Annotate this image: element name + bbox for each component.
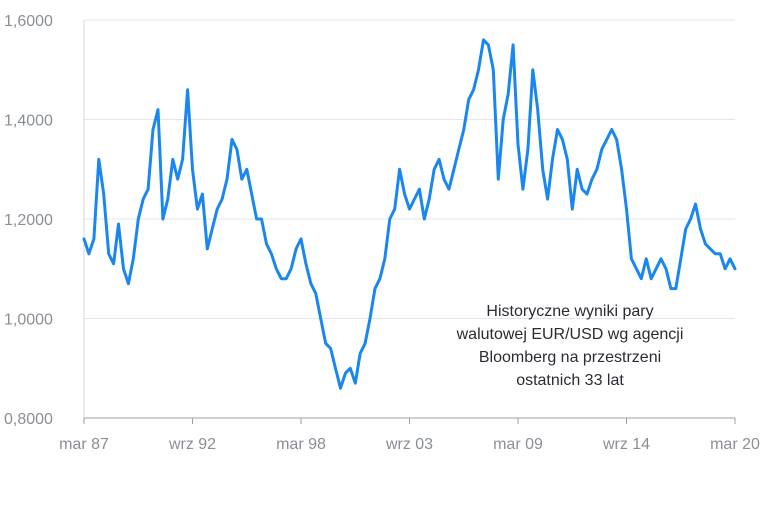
x-tick-label: mar 09: [493, 436, 543, 453]
y-tick-label: 1,0000: [4, 312, 53, 329]
x-tick-label: wrz 92: [168, 436, 216, 453]
annotation-line-4: ostatnich 33 lat: [516, 372, 624, 389]
y-tick-label: 0,8000: [4, 411, 53, 428]
x-axis-tick-labels: mar 87 wrz 92 mar 98 wrz 03 mar 09 wrz 14 mar …: [59, 436, 760, 453]
annotation-line-3: Bloomberg na przestrzeni: [478, 349, 662, 366]
series-line-eurusd: [82, 38, 737, 390]
y-tick-label: 1,2000: [4, 212, 53, 229]
x-axis: [83, 417, 736, 424]
annotation-line-1: Historyczne wyniki pary: [486, 303, 654, 320]
y-tick-label: 1,4000: [4, 113, 53, 130]
series-lines: [82, 38, 737, 390]
x-tick-label: mar 20: [710, 436, 760, 453]
x-tick-label: wrz 14: [602, 436, 650, 453]
y-axis-tick-labels: 0,8000 1,0000 1,2000 1,4000 1,6000: [4, 13, 53, 428]
chart-annotation: Historyczne wyniki pary walutowej EUR/US…: [420, 300, 720, 392]
x-tick-label: mar 87: [59, 436, 109, 453]
x-tick-label: wrz 03: [385, 436, 433, 453]
y-tick-label: 1,6000: [4, 13, 53, 30]
annotation-line-2: walutowej EUR/USD wg agencji: [456, 326, 684, 343]
x-tick-label: mar 98: [276, 436, 326, 453]
